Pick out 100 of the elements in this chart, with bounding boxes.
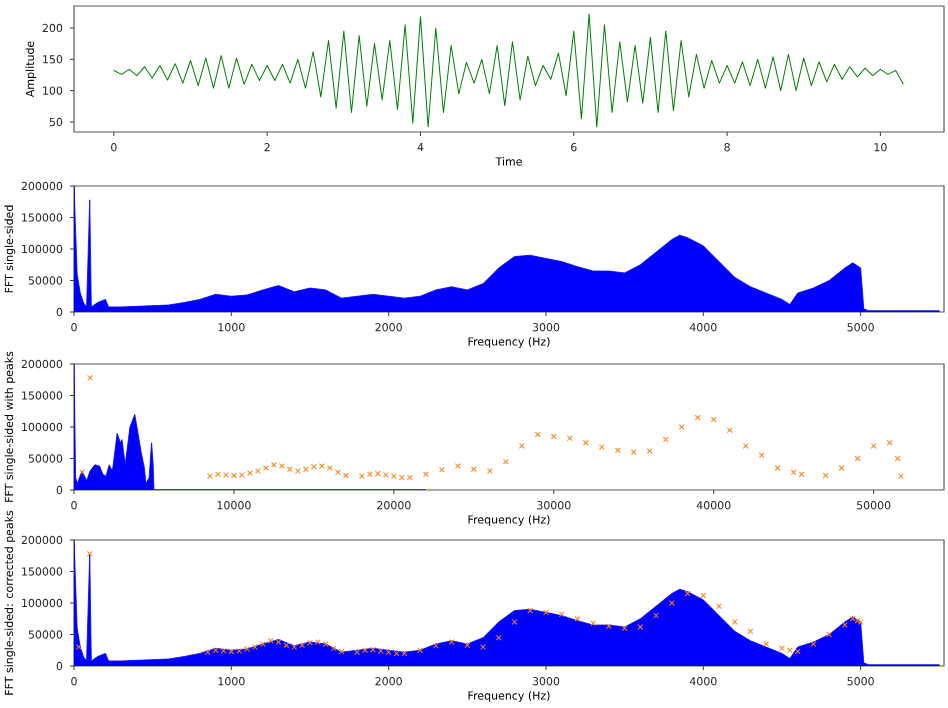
point (700, 592, 707, 599)
point (283, 642, 290, 649)
point (406, 474, 413, 481)
point (382, 471, 389, 478)
point (220, 647, 227, 654)
point (566, 435, 573, 442)
point (354, 649, 361, 656)
point (637, 624, 644, 630)
point (486, 468, 493, 475)
point (422, 471, 429, 478)
point (390, 473, 397, 480)
point (857, 619, 864, 625)
point (275, 639, 282, 645)
point (854, 617, 861, 624)
point (215, 471, 221, 478)
point (334, 469, 341, 476)
point (398, 474, 405, 481)
point (299, 642, 306, 649)
point (236, 647, 243, 654)
point (826, 631, 833, 638)
point (287, 466, 293, 473)
point (774, 465, 781, 471)
point (374, 470, 381, 477)
point (758, 452, 765, 459)
point (370, 646, 376, 653)
point (362, 647, 368, 654)
point (464, 642, 471, 649)
point (527, 607, 534, 614)
point (630, 449, 637, 456)
point (239, 471, 245, 478)
point (366, 471, 373, 478)
point (291, 644, 298, 651)
line-series (113, 13, 904, 128)
point (849, 615, 856, 622)
point (786, 647, 793, 654)
point (558, 611, 565, 618)
point (854, 455, 861, 462)
point (590, 620, 597, 627)
point (653, 612, 660, 619)
point (432, 642, 439, 649)
point (86, 550, 93, 557)
point (798, 471, 805, 478)
point (763, 641, 770, 647)
point (307, 639, 313, 646)
point (79, 469, 85, 476)
point (518, 443, 525, 449)
point (684, 590, 691, 597)
point (574, 615, 581, 622)
point (582, 439, 589, 446)
point (502, 458, 509, 465)
point (75, 644, 82, 651)
point (470, 466, 477, 473)
point (330, 645, 337, 652)
point (212, 647, 219, 654)
point (385, 649, 392, 656)
point (870, 443, 877, 449)
point (646, 448, 653, 454)
point (606, 623, 612, 630)
point (897, 473, 904, 480)
point (838, 465, 845, 471)
point (267, 637, 274, 644)
point (543, 609, 549, 616)
point (694, 414, 701, 421)
point (810, 641, 817, 647)
point (779, 645, 785, 652)
point (438, 466, 445, 473)
point (841, 622, 848, 628)
point (228, 648, 235, 655)
point (87, 374, 93, 381)
point (790, 469, 797, 476)
point (747, 628, 754, 635)
point (454, 463, 461, 469)
point (401, 650, 408, 657)
point (417, 647, 424, 654)
point (271, 461, 277, 468)
point (822, 472, 829, 479)
point (614, 447, 621, 454)
point (294, 468, 301, 475)
point (550, 433, 557, 440)
point (511, 619, 518, 625)
point (302, 466, 309, 473)
point (231, 472, 237, 479)
point (742, 443, 749, 449)
point (448, 639, 455, 645)
point (710, 416, 717, 423)
point (393, 650, 400, 657)
point (598, 444, 605, 451)
point (322, 641, 329, 647)
point (495, 634, 502, 641)
point (377, 647, 384, 654)
point (668, 600, 675, 606)
point (726, 427, 733, 434)
point (534, 431, 541, 438)
point (259, 641, 266, 647)
point (716, 603, 722, 610)
point (342, 472, 349, 479)
point (678, 424, 685, 430)
point (894, 455, 901, 462)
point (621, 625, 628, 632)
point (662, 436, 669, 443)
